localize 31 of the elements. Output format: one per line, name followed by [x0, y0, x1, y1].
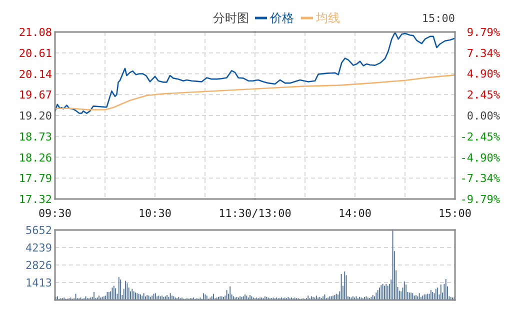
- y-tick-label: 1413: [26, 276, 52, 290]
- text: 15:00: [422, 12, 455, 25]
- y-tick-label: 2826: [26, 259, 52, 272]
- x-tick-label: 14:00: [338, 207, 372, 220]
- y-tick-label: 18.26: [18, 151, 52, 164]
- text: -7.34%: [460, 172, 500, 186]
- y-tick-label: 21.08: [18, 26, 52, 39]
- text: 2.45%: [466, 88, 500, 102]
- y-tick-label: 19.20: [18, 110, 52, 122]
- x-tick-label: 15:00: [438, 207, 472, 220]
- text: -2.45%: [460, 130, 500, 144]
- text: -9.79%: [460, 193, 500, 206]
- x-tick-label: 09:30: [38, 207, 72, 220]
- text: -4.90%: [460, 151, 500, 164]
- y-tick-label: 18.73: [18, 130, 52, 144]
- text: 9.79%: [466, 26, 500, 39]
- x-tick-label: 10:30: [138, 207, 172, 220]
- legend-label: 均线: [315, 11, 340, 25]
- y-tick-label: 20.61: [18, 46, 52, 60]
- x-tick-label: 11:30/13:00: [218, 207, 292, 220]
- y-tick-label: 17.79: [18, 172, 52, 186]
- chart-title: 分时图: [213, 11, 249, 25]
- y-tick-label: 17.32: [18, 193, 52, 206]
- text: 4.90%: [466, 68, 500, 81]
- legend-label: 价格: [269, 11, 294, 25]
- y-tick-label: 4239: [26, 242, 52, 254]
- y-tick-label: 5652: [26, 224, 52, 237]
- text: 7.34%: [466, 46, 500, 60]
- text: 0.00%: [466, 110, 500, 122]
- y-tick-label: 19.67: [18, 88, 52, 102]
- y-tick-label: 20.14: [18, 68, 52, 81]
